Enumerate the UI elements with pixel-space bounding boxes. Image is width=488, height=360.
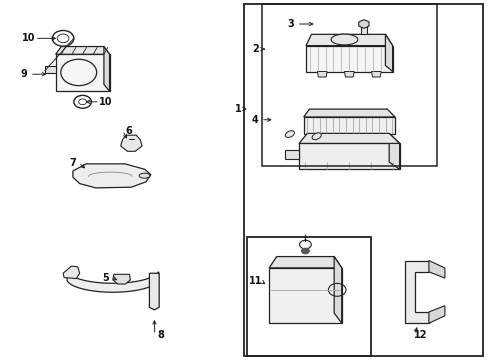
Polygon shape	[344, 72, 353, 77]
Ellipse shape	[311, 133, 321, 140]
Polygon shape	[56, 54, 109, 91]
Text: 12: 12	[413, 330, 427, 340]
Polygon shape	[358, 20, 368, 28]
Text: 4: 4	[251, 115, 258, 125]
Polygon shape	[388, 134, 399, 169]
Polygon shape	[333, 257, 341, 323]
Polygon shape	[303, 117, 394, 134]
Bar	[244, 4, 483, 356]
Ellipse shape	[139, 173, 150, 178]
Text: 1: 1	[235, 104, 242, 114]
Polygon shape	[371, 72, 381, 77]
Polygon shape	[73, 164, 151, 188]
Polygon shape	[428, 306, 444, 323]
Polygon shape	[67, 272, 158, 292]
Text: 10: 10	[99, 97, 112, 107]
Polygon shape	[385, 34, 392, 72]
Polygon shape	[298, 143, 399, 169]
Polygon shape	[303, 109, 394, 117]
Polygon shape	[268, 257, 341, 268]
Polygon shape	[45, 66, 56, 73]
Polygon shape	[121, 135, 142, 151]
Polygon shape	[113, 274, 130, 284]
Text: 7: 7	[69, 158, 76, 168]
Polygon shape	[404, 261, 428, 323]
Polygon shape	[268, 268, 341, 323]
Polygon shape	[317, 72, 326, 77]
Polygon shape	[56, 46, 109, 54]
Text: 9: 9	[20, 69, 27, 79]
Text: 8: 8	[157, 330, 164, 340]
Text: 2: 2	[251, 44, 258, 54]
Polygon shape	[305, 34, 392, 46]
Bar	[246, 237, 370, 356]
Polygon shape	[428, 261, 444, 278]
Text: 6: 6	[125, 126, 132, 135]
Circle shape	[301, 248, 309, 254]
Polygon shape	[63, 266, 80, 279]
Polygon shape	[285, 149, 298, 159]
Bar	[261, 4, 436, 166]
Polygon shape	[149, 273, 159, 310]
Ellipse shape	[330, 34, 357, 45]
Text: 11: 11	[248, 276, 262, 286]
Polygon shape	[305, 46, 392, 72]
Polygon shape	[298, 134, 399, 143]
Text: 3: 3	[287, 19, 294, 29]
Polygon shape	[360, 22, 366, 34]
Polygon shape	[104, 46, 109, 91]
Text: 5: 5	[102, 273, 109, 283]
Text: 10: 10	[22, 33, 36, 43]
Ellipse shape	[285, 131, 294, 138]
